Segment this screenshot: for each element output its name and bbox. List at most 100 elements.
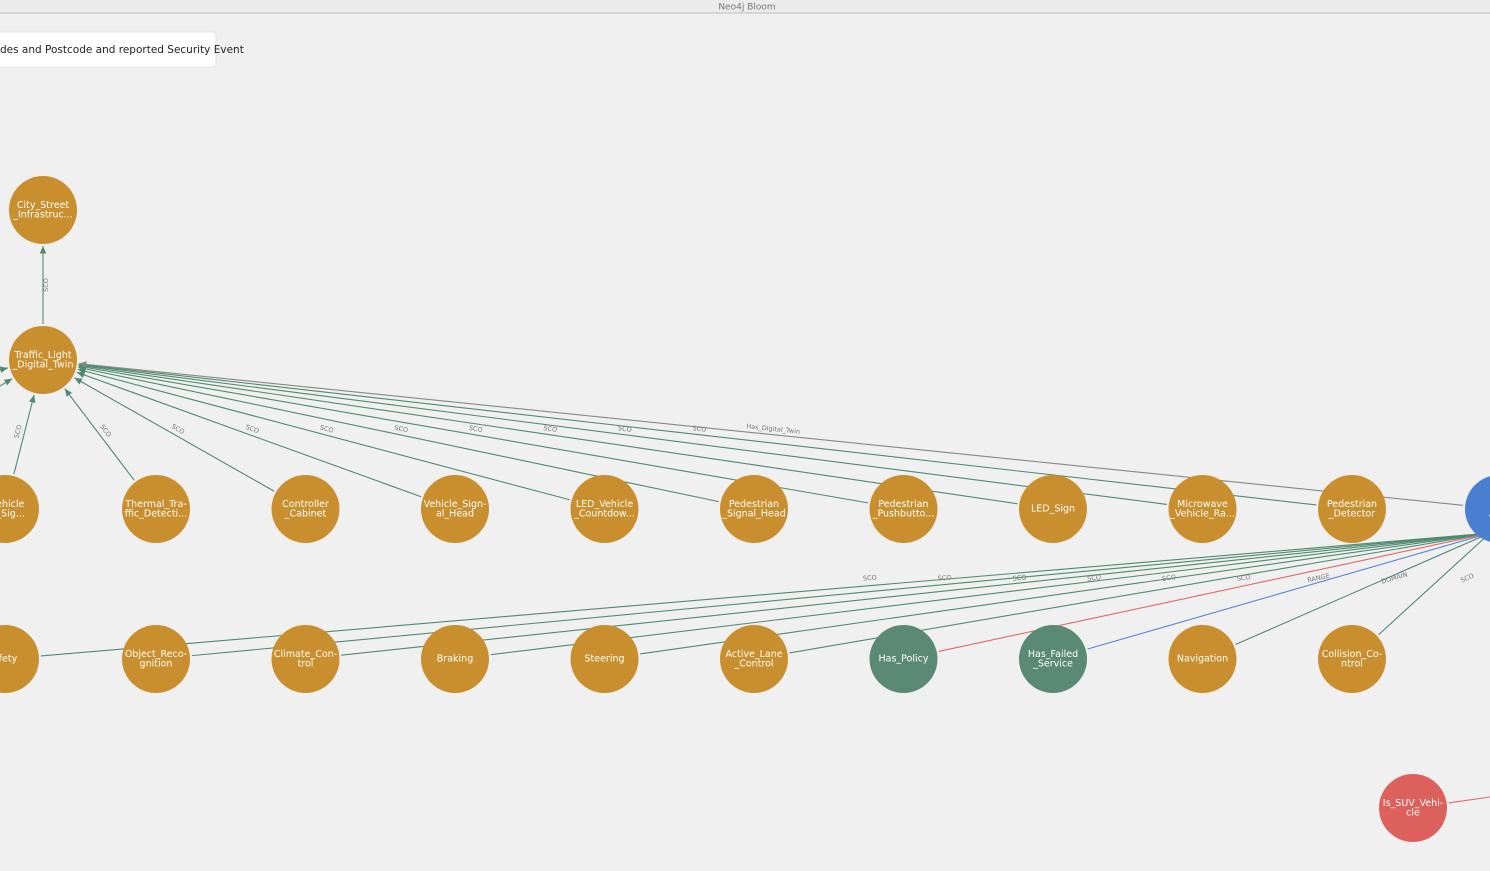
relationship[interactable]: [64, 388, 135, 481]
relationship[interactable]: [938, 532, 1490, 652]
node-label: Has_Policy: [879, 654, 929, 665]
node-label: Navigation: [1177, 654, 1228, 665]
relationship-label: SCO: [692, 424, 707, 434]
relationship-label: SCO: [394, 424, 409, 435]
node-label: ntrol: [1341, 658, 1363, 669]
relationship[interactable]: [76, 371, 422, 498]
node-label: Climate_Con-: [274, 649, 337, 660]
node[interactable]: [869, 625, 938, 693]
node-label: _Pushbutto...: [872, 508, 935, 519]
window-title: Neo4j Bloom: [718, 3, 775, 13]
node[interactable]: [1465, 475, 1490, 543]
relationship-label: SCO: [937, 573, 951, 582]
node-label: cle: [1406, 807, 1420, 818]
node-label: al_Head: [436, 508, 474, 519]
relationship[interactable]: [191, 532, 1490, 657]
node-label: fic_Sig...: [0, 508, 25, 519]
node[interactable]: [1318, 625, 1386, 693]
node[interactable]: [1168, 475, 1237, 543]
node[interactable]: [421, 475, 489, 543]
relationship[interactable]: [74, 377, 275, 492]
relationship[interactable]: [0, 378, 13, 392]
node-label: Pedestrian: [729, 499, 779, 510]
node-label: _Digital_Twin: [12, 359, 74, 370]
node[interactable]: [720, 625, 788, 693]
relationship[interactable]: [1235, 532, 1490, 646]
relationship-label: Has_Digital_Twin: [746, 422, 801, 435]
node-label: , TL Ha: [1488, 508, 1490, 519]
relationship-label: SCO: [319, 423, 334, 434]
relationship-label: SCO: [543, 424, 558, 434]
node-label: _Vehicle_Ra...: [1169, 508, 1235, 519]
node[interactable]: [1019, 625, 1087, 693]
relationship-label: DOMAIN: [1380, 570, 1408, 585]
node-label: Braking: [437, 654, 473, 665]
node[interactable]: [9, 326, 77, 394]
node-label: Steering: [584, 654, 624, 665]
node-label: Pedestrian: [878, 499, 928, 510]
relationship[interactable]: [490, 532, 1490, 656]
node-label: _Vehicle: [0, 499, 25, 510]
node-label: Vehicle_Sign-: [424, 499, 487, 510]
relationship[interactable]: [13, 394, 36, 475]
node[interactable]: [271, 475, 340, 543]
node-label: Active_Lane: [725, 649, 782, 660]
node-label: _Signal_Head: [721, 508, 786, 519]
node[interactable]: [720, 475, 788, 543]
node-label: City_Street: [17, 200, 70, 211]
node-label: trol: [298, 658, 314, 669]
relationship[interactable]: [0, 366, 9, 373]
relationship[interactable]: [640, 532, 1490, 655]
node-label: LED_Sign: [1031, 504, 1075, 515]
node-label: _Infrastruc...: [12, 209, 73, 220]
relationship-label: SCO: [42, 278, 50, 292]
node-label: _Cabinet: [284, 508, 327, 519]
node-label: Collision_Co-: [1322, 649, 1383, 660]
relationship[interactable]: [1378, 532, 1490, 636]
relationship-label: SCO: [618, 424, 633, 434]
relationship-label: SCO: [468, 424, 483, 434]
search-box[interactable]: [0, 31, 217, 68]
title-bar: [0, 0, 1490, 13]
relationship[interactable]: [78, 363, 1018, 505]
node-label: _Service: [1032, 658, 1073, 669]
node[interactable]: [271, 625, 340, 693]
node[interactable]: [0, 475, 39, 543]
search-text[interactable]: des and Postcode and reported Security E…: [0, 44, 244, 56]
node[interactable]: [869, 475, 938, 543]
node[interactable]: [1019, 475, 1087, 543]
node[interactable]: [1318, 475, 1386, 543]
node-label: _Control: [733, 658, 773, 669]
relationship[interactable]: [78, 362, 1167, 505]
node[interactable]: [122, 475, 190, 543]
relationship[interactable]: [341, 532, 1490, 656]
relationship[interactable]: [77, 368, 570, 501]
node[interactable]: [421, 625, 489, 693]
node-label: Object_Reco-: [125, 649, 187, 660]
relationship-label: SCO: [863, 573, 877, 582]
node[interactable]: [122, 625, 190, 693]
relationship[interactable]: [78, 361, 1317, 506]
node-label: afety: [0, 654, 18, 665]
relationship-label: SCO: [1459, 572, 1475, 585]
node-label: Is_SUV_Vehi-: [1383, 798, 1443, 809]
node[interactable]: [0, 625, 39, 693]
relationship[interactable]: [1448, 796, 1490, 804]
relationship[interactable]: [78, 361, 1464, 506]
relationship-label: SCO: [12, 424, 23, 439]
node-label: Has_Failed: [1028, 649, 1078, 660]
relationship-label: SCO: [1087, 573, 1102, 583]
node[interactable]: [1379, 774, 1447, 842]
nodes: City_Street_Infrastruc...Traffic_Light_D…: [0, 176, 1490, 842]
node-label: Pedestrian: [1327, 499, 1377, 510]
relationship-label: SCO: [1236, 573, 1251, 583]
relationship[interactable]: [1087, 532, 1490, 650]
node-label: Controller: [282, 499, 329, 510]
node[interactable]: [9, 176, 77, 244]
node-label: gnition: [140, 658, 173, 669]
node[interactable]: [1168, 625, 1237, 693]
node[interactable]: [570, 475, 639, 543]
node[interactable]: [570, 625, 639, 693]
